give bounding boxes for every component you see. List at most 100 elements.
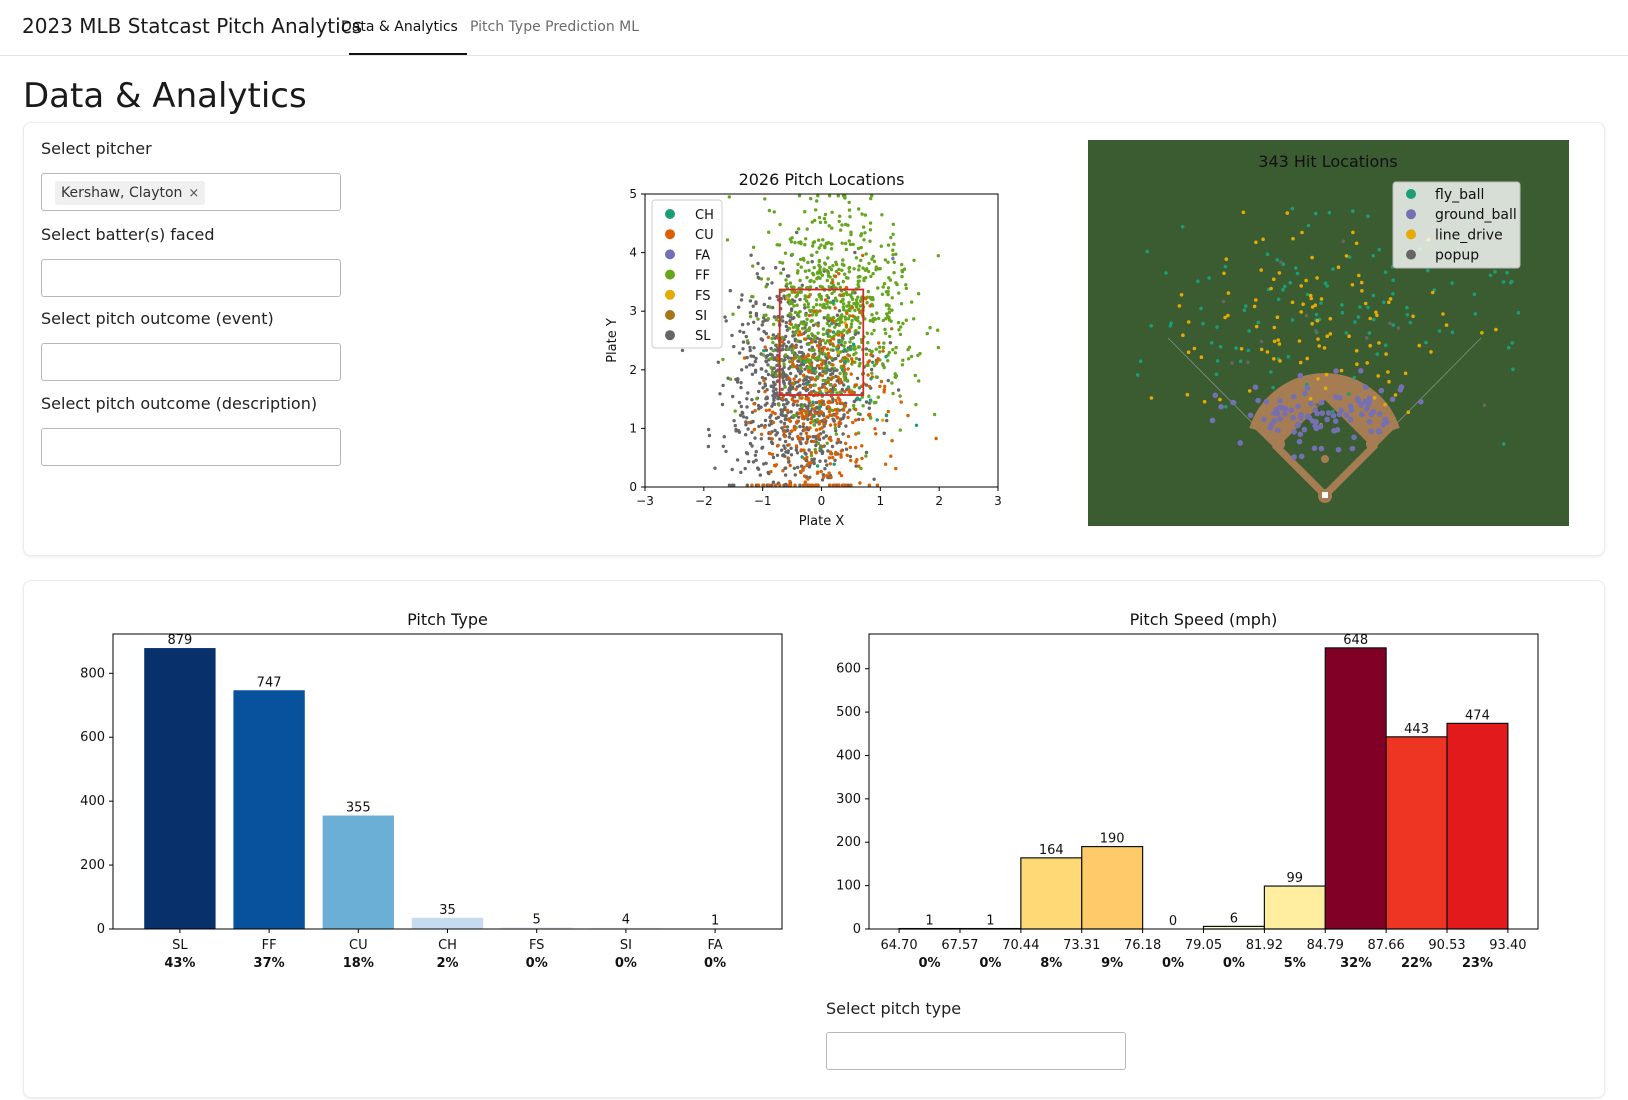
pitch-point-cu	[866, 373, 870, 377]
pitch-point-ff	[863, 213, 868, 217]
x-tick-label: 3	[994, 494, 1002, 508]
pitch-point-sl	[766, 363, 770, 367]
pitch-point-ff	[825, 321, 829, 326]
pitch-point-sl	[781, 453, 785, 457]
pitch-point-ff	[784, 278, 788, 282]
pitch-point-ff	[841, 258, 845, 262]
pitch-point-sl	[764, 397, 768, 401]
pitch-point-ff	[764, 313, 768, 317]
pitch-point-cu	[867, 359, 872, 363]
pitch-point-sl	[778, 437, 782, 441]
hit-point-ground-ball	[1297, 372, 1304, 379]
hit-point-line-drive	[1325, 334, 1329, 338]
hit-point-popup	[1364, 336, 1369, 340]
pitch-point-ff	[849, 295, 854, 299]
pitch-point-sl	[776, 397, 780, 401]
hit-point-fly-ball	[1201, 322, 1205, 326]
pitch-point-cu	[878, 384, 882, 389]
pitch-point-ff	[817, 246, 821, 250]
x-axis-label: Plate X	[799, 514, 845, 525]
pitch-point-cu	[788, 479, 792, 484]
pitch-point-cu	[825, 415, 829, 419]
pitch-type-select[interactable]	[826, 1032, 1126, 1070]
pitch-point-ch	[832, 462, 836, 466]
pitch-point-cu	[805, 440, 809, 444]
hit-point-fly-ball	[1199, 306, 1203, 311]
pitch-point-cu	[820, 426, 824, 430]
pitch-point-cu	[845, 453, 849, 457]
tab-pitch-type-prediction[interactable]: Pitch Type Prediction ML	[470, 19, 640, 35]
pitch-point-sl	[812, 461, 816, 466]
infield-grass	[1280, 400, 1370, 490]
pitch-point-sl	[736, 429, 741, 433]
pitch-point-cu	[809, 416, 814, 421]
pitch-point-ff	[772, 210, 776, 214]
pitch-point-ff	[817, 258, 822, 263]
pitch-point-cu	[867, 384, 872, 389]
distribution-card: Pitch Type 879 43% 747 37% 355 18% 35 2% 5 0% 4 0% 1 0…	[23, 580, 1605, 1098]
pitch-point-sl	[763, 403, 767, 407]
hit-point-ground-ball	[1376, 411, 1383, 417]
pitch-point-cu	[792, 377, 796, 381]
hit-point-ground-ball	[1337, 395, 1343, 401]
hit-point-ground-ball	[1288, 407, 1295, 414]
pitch-point-sl	[741, 415, 746, 419]
pitch-point-sl	[745, 416, 749, 420]
pitch-point-sl	[822, 436, 826, 440]
hit-point-fly-ball	[1276, 297, 1281, 302]
hit-point-ground-ball	[1368, 428, 1375, 435]
pitch-point-cu	[771, 420, 776, 425]
pitch-point-ff	[836, 317, 841, 321]
pitch-point-cu	[821, 475, 826, 479]
pitch-point-cu	[807, 461, 811, 465]
pitch-point-ff	[891, 391, 895, 396]
pitch-point-cu	[787, 418, 791, 422]
pitch-point-cu	[890, 439, 894, 443]
pitch-point-cu	[806, 353, 810, 358]
pitch-point-ff	[846, 276, 850, 280]
hit-point-ground-ball	[1237, 440, 1243, 446]
pitcher-select[interactable]: Kershaw, Clayton ×	[41, 173, 341, 211]
pitch-point-ff	[841, 305, 846, 309]
pitch-point-cu	[806, 369, 811, 373]
pitch-point-cu	[854, 418, 858, 422]
y-tick-label: 200	[836, 835, 861, 850]
pitch-point-fs	[824, 388, 828, 393]
y-tick-label: 0	[853, 922, 861, 937]
event-select[interactable]	[41, 343, 341, 381]
pitch-point-sl	[743, 466, 747, 471]
pitch-point-ff	[821, 327, 826, 331]
pitch-point-ff	[870, 304, 875, 308]
pitch-point-cu	[805, 410, 809, 414]
pitch-point-sl	[796, 465, 800, 470]
pitch-point-cu	[790, 429, 794, 433]
batter-select[interactable]	[41, 259, 341, 297]
pitch-point-ff	[886, 243, 891, 247]
pitch-point-cu	[854, 432, 858, 436]
pitch-point-ff	[866, 269, 871, 274]
pitch-point-cu	[752, 427, 757, 432]
bar-percent-label: 0%	[1162, 956, 1184, 971]
remove-pitcher-icon[interactable]: ×	[188, 186, 200, 201]
pitch-point-cu	[805, 434, 810, 439]
y-tick-label: 100	[836, 879, 861, 894]
legend-marker-sl	[665, 330, 675, 341]
pitch-point-cu	[837, 471, 842, 475]
hit-point-ground-ball	[1380, 422, 1387, 428]
pitch-point-ff	[827, 194, 832, 198]
bar-percent-label: 0%	[919, 956, 941, 971]
tab-data-analytics[interactable]: Data & Analytics	[341, 19, 458, 35]
pitch-point-ff	[803, 210, 807, 214]
pitch-point-ff	[810, 313, 814, 317]
pitch-point-cu	[804, 431, 809, 435]
description-select[interactable]	[41, 428, 341, 466]
pitch-point-ff	[814, 208, 818, 212]
pitch-point-ff	[865, 301, 869, 305]
pitch-point-ff	[807, 358, 811, 362]
pitch-point-ff	[813, 334, 817, 339]
pitch-point-sl	[764, 359, 768, 363]
pitch-point-cu	[793, 344, 797, 349]
pitch-point-ff	[847, 200, 851, 205]
hit-point-line-drive	[1185, 392, 1190, 397]
pitch-point-sl	[790, 437, 795, 441]
